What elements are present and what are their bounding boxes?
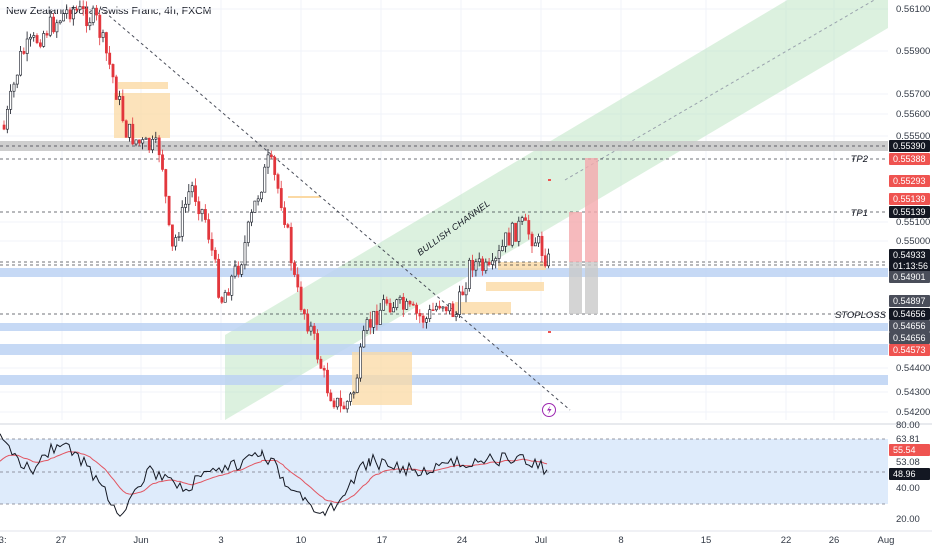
svg-text:0.55139: 0.55139	[893, 207, 926, 217]
price-tick-label: 0.55900	[896, 46, 930, 57]
time-tick-label: 17	[377, 535, 388, 546]
svg-text:0.54656: 0.54656	[893, 309, 926, 319]
time-tick-label: 24	[457, 535, 468, 546]
svg-text:0.54933: 0.54933	[893, 250, 926, 260]
price-tag: 0.55390	[889, 140, 930, 152]
rsi-tick-label: 63.81	[896, 434, 920, 445]
time-tick-label: 27	[56, 535, 67, 546]
orange-zone-4	[455, 302, 511, 314]
countdown-tag: 01:13:56	[889, 260, 930, 272]
price-tag: 0.54573	[889, 344, 930, 356]
rsi-axis[interactable]: 80.00 63.81 53.08 40.00 20.00 55.54 48.96	[889, 420, 930, 525]
time-axis[interactable]: 27 Jun 3 10 17 24 Jul 8 15 22 26 Aug 13:	[0, 535, 894, 546]
time-tick-label: 15	[701, 535, 712, 546]
support-zone-blue-2	[0, 323, 888, 331]
rsi-tick-label: 53.08	[896, 457, 920, 468]
price-tag: 0.54901	[889, 271, 930, 283]
price-tick-label: 0.55000	[896, 236, 930, 247]
stop-box-1	[569, 262, 582, 314]
price-tick-label: 0.55100	[896, 217, 930, 228]
rsi-band	[0, 439, 888, 504]
tp1-target-box	[569, 212, 582, 262]
orange-zone-5	[486, 282, 544, 291]
svg-text:0.55388: 0.55388	[893, 154, 926, 164]
rsi-line	[0, 433, 548, 517]
price-tag: 0.54897	[889, 295, 930, 307]
marker-dot-1	[548, 179, 551, 181]
price-tick-label: 0.54400	[896, 363, 930, 374]
svg-text:01:13:56: 01:13:56	[893, 261, 928, 271]
level-lines	[0, 145, 888, 315]
price-tag: 0.55139	[889, 206, 930, 218]
svg-text:0.54656: 0.54656	[893, 333, 926, 343]
rsi-tick-label: 80.00	[896, 420, 920, 431]
bullish-channel	[225, 0, 888, 420]
rsi-value-tag: 48.96	[889, 468, 930, 480]
price-tag: 0.54656	[889, 320, 930, 332]
descending-trendline	[99, 7, 571, 411]
tp2-label: TP2	[851, 154, 869, 165]
tp1-label: TP1	[851, 208, 868, 219]
time-tick-label: Jul	[535, 535, 547, 546]
price-tick-label: 0.54300	[896, 387, 930, 398]
rsi-guide-lines	[0, 438, 888, 505]
candlesticks	[2, 0, 551, 413]
svg-text:0.55139: 0.55139	[893, 194, 926, 204]
svg-text:0.55293: 0.55293	[893, 176, 926, 186]
price-tick-label: 0.54200	[896, 407, 930, 418]
time-tick-label: Jun	[133, 535, 148, 546]
price-tag: 0.54656	[889, 332, 930, 344]
svg-text:0.54901: 0.54901	[893, 272, 926, 282]
price-tick-label: 0.55500	[896, 131, 930, 142]
orange-line-small	[288, 196, 320, 198]
rsi-pane[interactable]	[0, 433, 888, 517]
support-zone-blue-3	[0, 344, 888, 355]
rsi-value-tag: 55.54	[889, 444, 930, 456]
price-tag: 0.55388	[889, 153, 930, 165]
chart-title: New Zealand Dollar/Swiss Franc, 4h, FXCM	[6, 5, 212, 17]
svg-text:0.55390: 0.55390	[893, 141, 926, 151]
price-tag: 0.54933	[889, 249, 930, 261]
time-tick-label: 8	[618, 535, 623, 546]
svg-text:0.54656: 0.54656	[893, 321, 926, 331]
price-tag: 0.55293	[889, 175, 930, 187]
time-tick-label: Aug	[878, 535, 895, 546]
price-tick-label: 0.55600	[896, 109, 930, 120]
rsi-moving-average	[0, 450, 548, 504]
time-tick-label: 13:	[0, 535, 7, 546]
rsi-tick-label: 40.00	[896, 483, 920, 494]
price-pane[interactable]: TP2 TP1 STOPLOSS BULLISH CHANNEL	[0, 0, 888, 420]
stoploss-label: STOPLOSS	[835, 310, 887, 321]
svg-text:55.54: 55.54	[893, 445, 916, 455]
tp2-target-box	[585, 158, 598, 262]
price-tag: 0.55139	[889, 193, 930, 205]
rsi-tick-label: 20.00	[896, 514, 920, 525]
price-tick-label: 0.56100	[896, 4, 930, 15]
marker-dot-2	[548, 331, 551, 333]
svg-text:48.96: 48.96	[893, 469, 916, 479]
price-tick-label: 0.55700	[896, 89, 930, 100]
time-tick-label: 10	[296, 535, 307, 546]
svg-text:0.54573: 0.54573	[893, 345, 926, 355]
price-axis[interactable]: 0.56100 0.55900 0.55700 0.55600 0.55500 0.551…	[889, 4, 930, 418]
orange-zone-3	[352, 352, 412, 405]
lightning-icon[interactable]	[542, 403, 556, 417]
orange-zone-1	[118, 82, 168, 89]
time-tick-label: 26	[829, 535, 840, 546]
svg-text:0.54897: 0.54897	[893, 296, 926, 306]
stop-box-2	[585, 262, 598, 314]
time-tick-label: 22	[781, 535, 792, 546]
support-zone-blue-4	[0, 375, 888, 385]
support-zone-blue-1	[0, 268, 888, 277]
price-tag: 0.54656	[889, 308, 930, 320]
time-tick-label: 3	[218, 535, 223, 546]
orange-zone-6	[498, 262, 546, 270]
